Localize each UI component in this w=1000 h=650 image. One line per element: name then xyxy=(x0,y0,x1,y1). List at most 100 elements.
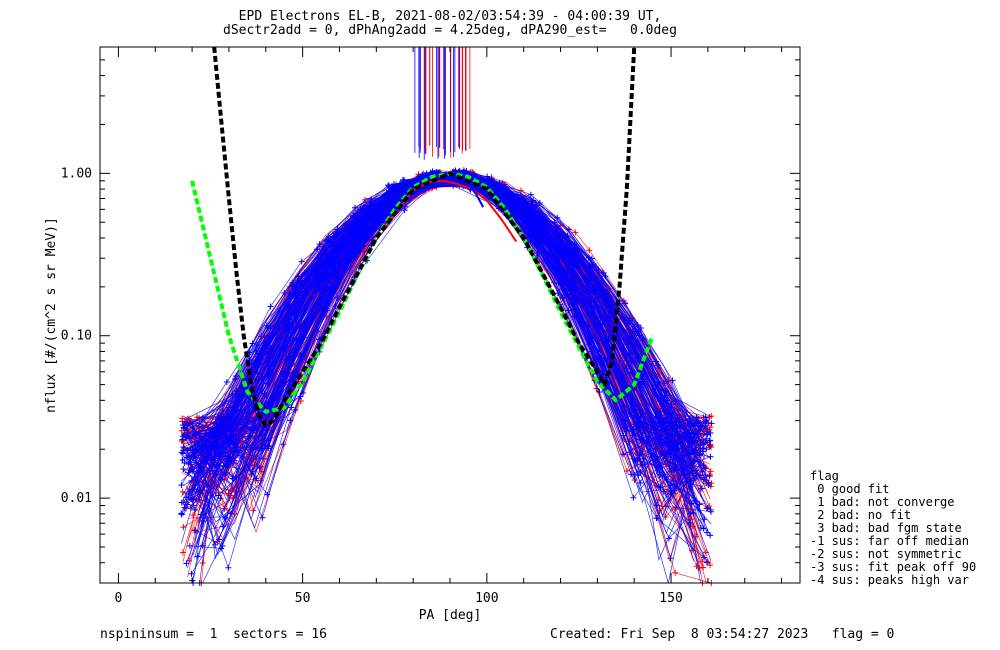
data-point xyxy=(362,206,369,213)
data-point xyxy=(178,510,185,517)
data-point xyxy=(286,327,293,334)
data-point xyxy=(194,553,201,560)
data-point xyxy=(186,420,193,427)
data-point xyxy=(180,422,187,429)
data-point xyxy=(707,453,714,460)
data-point xyxy=(233,373,240,380)
data-point xyxy=(198,511,205,518)
legend-item: -4 sus: peaks high var xyxy=(810,573,969,587)
data-point xyxy=(703,446,710,453)
data-point xyxy=(368,196,375,203)
data-point xyxy=(222,449,229,456)
data-point xyxy=(259,514,266,521)
x-tick-label: 100 xyxy=(475,591,498,606)
data-point xyxy=(668,468,675,475)
data-point xyxy=(706,562,713,569)
scan-line xyxy=(182,172,707,469)
data-point xyxy=(185,469,192,476)
data-point xyxy=(261,340,268,347)
data-point xyxy=(703,559,710,566)
data-point xyxy=(657,412,664,419)
data-point xyxy=(333,270,340,277)
data-point xyxy=(693,414,700,421)
scan-line xyxy=(194,170,701,510)
data-point xyxy=(298,258,305,265)
data-point xyxy=(653,392,660,399)
data-point xyxy=(688,460,695,467)
y-tick-label: 1.00 xyxy=(61,166,92,181)
x-tick-label: 50 xyxy=(295,591,311,606)
data-point xyxy=(687,519,694,526)
data-point xyxy=(700,448,707,455)
data-point xyxy=(672,569,679,576)
legend-item: 3 bad: bad fgm state xyxy=(810,521,962,535)
data-point xyxy=(688,500,695,507)
data-point xyxy=(557,242,564,249)
data-point xyxy=(253,427,260,434)
legend-item: -1 sus: far off median xyxy=(810,534,969,548)
data-point xyxy=(264,491,271,498)
data-point xyxy=(247,432,254,439)
data-point xyxy=(620,451,627,458)
data-point xyxy=(253,341,260,348)
data-point xyxy=(687,437,694,444)
legend-item: -2 sus: not symmetric xyxy=(810,547,962,561)
data-point xyxy=(186,542,193,549)
data-point xyxy=(669,412,676,419)
data-point xyxy=(289,282,296,289)
data-point xyxy=(702,465,709,472)
data-point xyxy=(180,466,187,473)
data-point xyxy=(632,458,639,465)
data-point xyxy=(297,393,304,400)
data-point xyxy=(693,467,700,474)
data-point xyxy=(530,238,537,245)
data-point xyxy=(352,204,359,211)
data-point xyxy=(334,226,341,233)
data-point xyxy=(572,229,579,236)
data-point xyxy=(180,524,187,531)
data-point xyxy=(264,324,271,331)
data-point xyxy=(220,523,227,530)
data-point xyxy=(660,488,667,495)
data-point xyxy=(706,473,713,480)
data-point xyxy=(700,525,707,532)
data-point xyxy=(191,506,198,513)
data-point xyxy=(324,299,331,306)
data-point xyxy=(178,482,185,489)
data-point xyxy=(698,423,705,430)
data-point xyxy=(188,570,195,577)
data-point xyxy=(553,223,560,230)
data-point xyxy=(630,494,637,501)
data-point xyxy=(192,527,199,534)
data-layer xyxy=(178,47,715,586)
footer-spin-info: nspininsum = 1 sectors = 16 xyxy=(100,627,327,642)
data-point xyxy=(218,545,225,552)
data-point xyxy=(590,345,597,352)
legend-item: -3 sus: fit peak off 90 xyxy=(810,560,977,574)
data-point xyxy=(181,459,188,466)
data-point xyxy=(638,437,645,444)
data-point xyxy=(183,432,190,439)
data-point xyxy=(220,443,227,450)
data-point xyxy=(625,338,632,345)
data-point xyxy=(215,492,222,499)
data-point xyxy=(708,420,715,427)
data-point xyxy=(692,497,699,504)
data-point xyxy=(566,240,573,247)
data-point xyxy=(314,246,321,253)
data-point xyxy=(179,433,186,440)
legend-item: 2 bad: no fit xyxy=(810,508,912,522)
data-point xyxy=(696,452,703,459)
data-point xyxy=(707,532,714,539)
data-point xyxy=(704,504,711,511)
data-point xyxy=(330,263,337,270)
data-point xyxy=(687,483,694,490)
data-point xyxy=(703,435,710,442)
data-point xyxy=(700,564,707,571)
data-point xyxy=(213,467,220,474)
fit-curves xyxy=(190,46,655,428)
data-point xyxy=(183,560,190,567)
data-point xyxy=(367,199,374,206)
data-point xyxy=(589,269,596,276)
data-point xyxy=(667,555,674,562)
